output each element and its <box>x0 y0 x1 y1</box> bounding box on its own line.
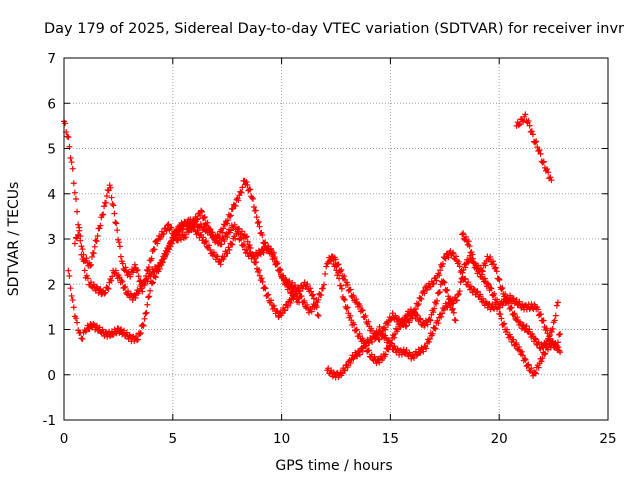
point-markers <box>513 111 555 184</box>
x-tick-label: 25 <box>599 431 616 447</box>
y-tick-label: 0 <box>47 368 56 384</box>
series-track-4 <box>324 252 564 381</box>
point-markers <box>71 182 303 306</box>
x-tick-label: 10 <box>273 431 290 447</box>
data-points <box>61 111 564 381</box>
y-tick-label: 2 <box>47 277 56 293</box>
x-tick-label: 5 <box>169 431 178 447</box>
x-tick-label: 0 <box>60 431 69 447</box>
y-tick-label: 4 <box>47 187 56 203</box>
point-markers <box>459 230 561 352</box>
grid-lines <box>64 58 608 420</box>
x-tick-label: 20 <box>491 431 508 447</box>
chart-title: Day 179 of 2025, Sidereal Day-to-day VTE… <box>44 21 624 37</box>
x-tick-label: 15 <box>382 431 399 447</box>
point-markers <box>324 252 564 381</box>
y-axis-label: SDTVAR / TECUs <box>6 182 22 297</box>
series-track-3 <box>71 182 303 306</box>
y-tick-label: 5 <box>47 142 56 158</box>
series-track-6 <box>459 230 561 352</box>
point-markers <box>328 254 459 367</box>
y-tick-label: 6 <box>47 96 56 112</box>
y-tick-label: 3 <box>47 232 56 248</box>
x-axis-label: GPS time / hours <box>275 458 392 474</box>
y-tick-label: 7 <box>47 51 56 67</box>
series-track-5 <box>328 254 459 367</box>
y-tick-label: -1 <box>43 413 56 429</box>
y-tick-label: 1 <box>47 323 56 339</box>
series-track-7 <box>513 111 555 184</box>
